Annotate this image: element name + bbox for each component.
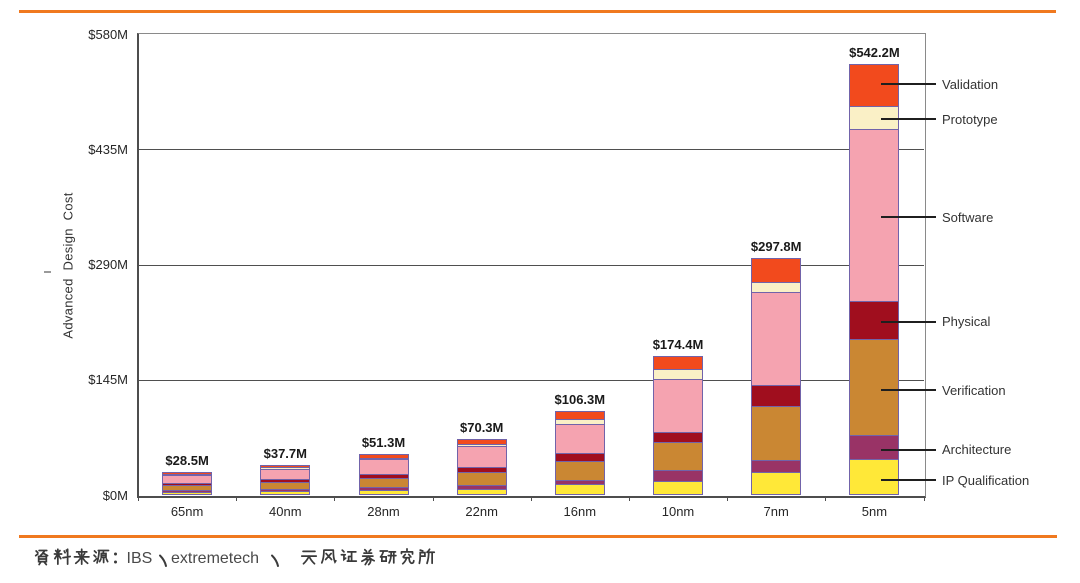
- svg-text:IBS: IBS: [127, 550, 153, 567]
- svg-text:extremetech: extremetech: [171, 550, 259, 567]
